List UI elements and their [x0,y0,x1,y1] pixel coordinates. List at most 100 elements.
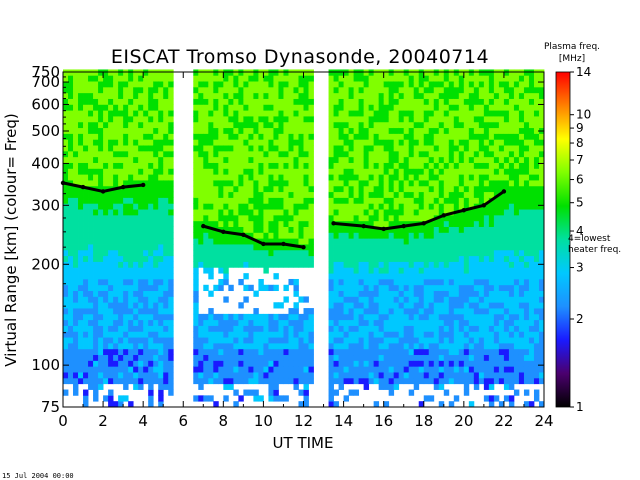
heatmap-cell [123,86,129,94]
heatmap-cell [133,156,139,163]
heatmap-cell [88,255,94,262]
heatmap-cell [133,308,139,315]
heatmap-cell [388,331,395,338]
heatmap-cell [223,133,229,140]
heatmap-cell [113,273,119,280]
heatmap-cell [513,75,520,82]
heatmap-cell [438,133,445,140]
heatmap-cell [418,255,425,262]
heatmap-cell [123,284,129,292]
heatmap-cell [303,197,309,204]
heatmap-cell [438,278,445,286]
heatmap-cell [83,238,89,245]
heatmap-cell [133,191,139,198]
heatmap-cell [423,255,430,262]
heatmap-cell [248,366,254,373]
heatmap-cell [418,92,425,99]
heatmap-cell [378,267,385,274]
heatmap-cell [133,127,139,134]
heatmap-cell [83,133,89,140]
heatmap-cell [348,139,355,146]
heatmap-cell [123,337,129,344]
heatmap-cell [513,139,520,146]
heatmap-cell [68,92,74,99]
heatmap-cell [288,110,294,117]
heatmap-cell [453,116,460,123]
heatmap-cell [478,168,485,175]
heatmap-cell [328,145,334,152]
heatmap-cell [403,337,410,344]
heatmap-cell [258,139,264,146]
heatmap-cell [248,342,254,350]
heatmap-cell [503,261,510,268]
heatmap-cell [283,249,289,257]
heatmap-cell [528,127,535,134]
heatmap-cell [283,226,289,233]
heatmap-cell [513,290,520,297]
heatmap-cell [158,284,164,292]
heatmap-cell [458,145,465,152]
heatmap-cell [343,203,349,210]
heatmap-cell [488,92,495,99]
heatmap-cell [168,121,174,129]
heatmap-cell [458,337,465,344]
heatmap-cell [353,284,360,292]
heatmap-cell [358,226,365,233]
heatmap-cell [68,348,74,356]
heatmap-cell [248,98,254,105]
heatmap-cell [308,360,314,367]
heatmap-cell [88,284,94,292]
heatmap-cell [263,185,269,193]
heatmap-cell [423,185,430,193]
heatmap-cell [298,389,304,396]
heatmap-cell [428,377,435,385]
heatmap-cell [533,69,540,76]
heatmap-cell [118,226,124,233]
heatmap-cell [373,267,380,274]
heatmap-cell [298,354,304,361]
heatmap-cell [268,86,274,94]
heatmap-cell [68,366,74,373]
trace-segment [483,190,505,207]
heatmap-cell [278,331,284,338]
heatmap-cell [418,150,425,158]
heatmap-cell [448,110,455,117]
heatmap-cell [453,325,460,332]
heatmap-cell [453,220,460,227]
heatmap-cell [138,121,144,129]
heatmap-cell [488,150,495,158]
heatmap-cell [403,238,410,245]
heatmap-cell [108,174,114,181]
heatmap-cell [518,273,525,280]
heatmap-cell [328,180,334,187]
heatmap-cell [508,220,515,227]
heatmap-cell [413,360,420,367]
heatmap-cell [303,168,309,175]
heatmap-cell [453,395,460,402]
heatmap-cell [413,214,420,222]
heatmap-cell [368,238,375,245]
heatmap-cell [488,255,495,262]
heatmap-cell [73,302,79,309]
heatmap-cell [533,86,540,94]
heatmap-cell [493,302,500,309]
heatmap-cell [223,180,229,187]
heatmap-cell [498,313,505,321]
heatmap-cell [378,209,385,216]
heatmap-cell [208,337,214,344]
heatmap-cell [513,354,520,361]
heatmap-cell [538,214,545,222]
heatmap-cell [418,372,425,379]
heatmap-cell [528,156,535,163]
heatmap-cell [453,203,460,210]
heatmap-cell [438,214,445,222]
heatmap-cell [343,261,349,268]
heatmap-cell [508,278,515,286]
heatmap-cell [343,104,349,111]
heatmap-cell [128,81,134,88]
heatmap-cell [493,342,500,350]
heatmap-cell [443,284,450,292]
heatmap-cell [363,203,370,210]
heatmap-cell [138,296,144,303]
heatmap-cell [83,104,89,111]
